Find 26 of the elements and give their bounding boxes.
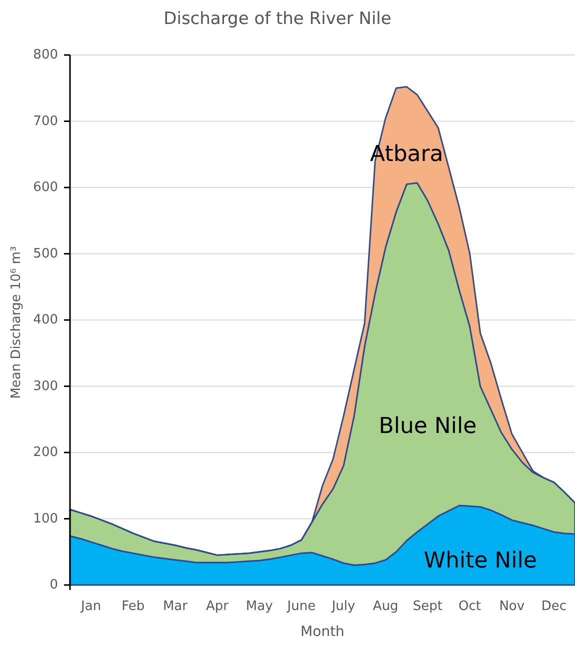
y-axis-title: Mean Discharge 10⁶ m³ [9, 246, 24, 399]
y-tick-label: 200 [33, 445, 58, 460]
y-tick-label: 700 [33, 114, 58, 129]
x-tick-label: Mar [162, 599, 188, 614]
series-label: Blue Nile [378, 414, 477, 440]
x-tick-label: Oct [458, 599, 482, 614]
y-tick-label: 400 [33, 312, 58, 328]
y-tick-label: 0 [50, 578, 58, 593]
x-tick-label: Sept [412, 599, 443, 614]
x-tick-label: Nov [499, 599, 525, 614]
x-tick-label: July [330, 599, 356, 614]
x-axis-title: Month [300, 624, 344, 640]
x-tick-label: May [246, 599, 274, 614]
y-tick-label: 600 [33, 180, 58, 196]
chart-title: Discharge of the River Nile [164, 9, 392, 29]
x-tick-label: June [286, 599, 316, 614]
y-tick-label: 100 [33, 511, 58, 526]
x-tick-label: Feb [122, 599, 145, 614]
y-tick-label: 500 [33, 246, 58, 262]
x-tick-label: Dec [541, 599, 567, 614]
x-tick-label: Aug [372, 599, 398, 614]
x-tick-label: Jan [80, 599, 102, 614]
x-tick-label: Apr [206, 599, 230, 614]
series-label: White Nile [424, 548, 537, 574]
y-tick-label: 300 [33, 378, 58, 394]
y-tick-label: 800 [33, 48, 58, 63]
